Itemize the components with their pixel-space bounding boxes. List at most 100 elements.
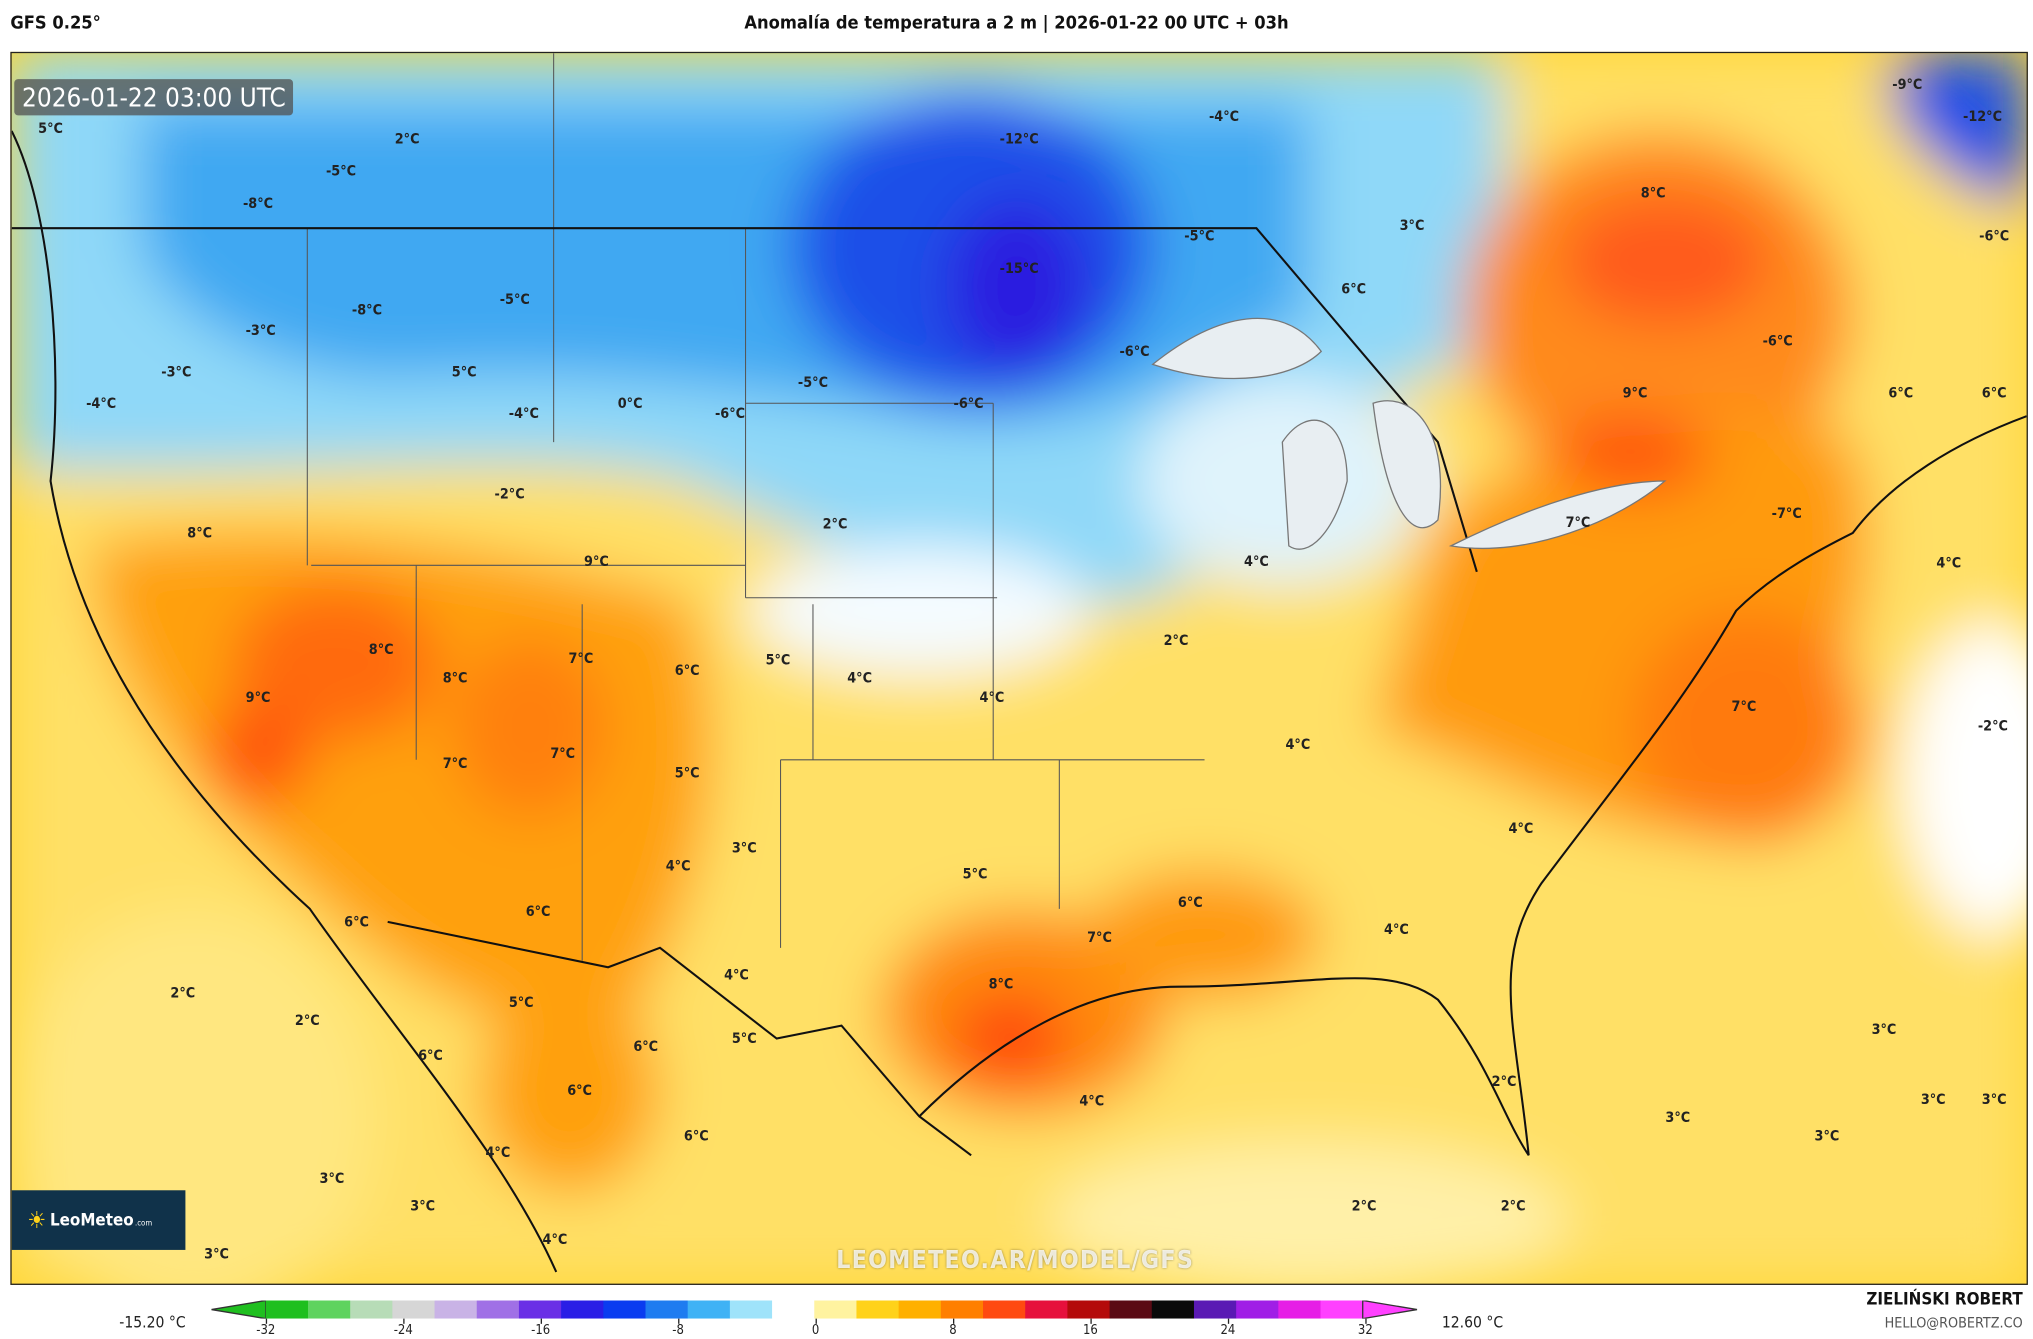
temperature-label: 6°C bbox=[418, 1047, 443, 1064]
temperature-label: 6°C bbox=[1177, 894, 1203, 911]
temperature-label: -12°C bbox=[1962, 108, 2003, 126]
anomaly-field bbox=[11, 53, 2027, 1284]
temperature-label: 9°C bbox=[1622, 384, 1648, 402]
colorbar-tick-label: 0 bbox=[811, 1323, 820, 1339]
temperature-label: 8°C bbox=[442, 669, 468, 687]
colorbar-swatch bbox=[350, 1300, 394, 1319]
temperature-label: 6°C bbox=[525, 903, 551, 920]
colorbar-swatch bbox=[1151, 1300, 1195, 1319]
temperature-label: 6°C bbox=[1981, 384, 2007, 402]
temperature-label: 7°C bbox=[568, 650, 594, 668]
colorbar-swatch bbox=[1025, 1300, 1069, 1319]
temperature-label: 6°C bbox=[683, 1127, 709, 1145]
logo-suffix: .com bbox=[134, 1218, 153, 1228]
temperature-label: 4°C bbox=[665, 857, 691, 875]
temperature-label: 5°C bbox=[508, 993, 534, 1011]
leometeo-logo[interactable]: ☀ LeoMeteo .com bbox=[11, 1190, 186, 1250]
temperature-label: 4°C bbox=[1508, 820, 1534, 837]
temperature-label: 8°C bbox=[1640, 184, 1666, 202]
temperature-label: 6°C bbox=[344, 913, 369, 931]
temperature-label: 8°C bbox=[368, 641, 394, 659]
colorbar-tick-label: 32 bbox=[1357, 1323, 1373, 1339]
temperature-label: 2°C bbox=[394, 130, 420, 148]
temperature-label: 7°C bbox=[442, 755, 468, 773]
model-name: GFS 0.25° bbox=[10, 12, 101, 34]
colorbar-tick-label: 8 bbox=[949, 1323, 957, 1339]
temperature-label: 4°C bbox=[1384, 921, 1409, 939]
colorbar-swatch bbox=[814, 1300, 858, 1319]
colorbar-swatch bbox=[1236, 1300, 1279, 1319]
colorbar-swatch bbox=[983, 1300, 1026, 1319]
temperature-label: 4°C bbox=[485, 1144, 511, 1162]
temperature-label: -4°C bbox=[508, 405, 539, 423]
colorbar-high-extension bbox=[1362, 1300, 1418, 1319]
colorbar-tick-label: 24 bbox=[1220, 1323, 1236, 1339]
temperature-label: 6°C bbox=[567, 1082, 592, 1099]
temperature-label: -6°C bbox=[1119, 342, 1150, 360]
temperature-label: 9°C bbox=[584, 552, 609, 570]
temperature-label: -2°C bbox=[494, 485, 525, 503]
temperature-label: -4°C bbox=[86, 394, 117, 412]
logo-name: LeoMeteo bbox=[49, 1210, 134, 1230]
temperature-label: 8°C bbox=[187, 524, 213, 542]
temperature-anomaly-map: 5°C 2°C -5°C -8°C -12°C -4°C -9°C -12°C 8°C 3°C -5… bbox=[10, 51, 2028, 1285]
colorbar-swatch bbox=[729, 1300, 773, 1319]
colorbar-swatch bbox=[518, 1300, 562, 1319]
temperature-label: -5°C bbox=[325, 162, 357, 180]
colorbar-tick-mark bbox=[815, 1318, 817, 1324]
temperature-label: 7°C bbox=[1087, 929, 1112, 946]
colorbar-tick-mark bbox=[265, 1318, 268, 1324]
temperature-label: 2°C bbox=[1163, 632, 1189, 649]
colorbar-tick-mark bbox=[678, 1318, 680, 1324]
temperature-label: -8°C bbox=[351, 301, 382, 319]
colorbar-swatch bbox=[687, 1300, 731, 1319]
temperature-label: 3°C bbox=[1814, 1127, 1840, 1145]
temperature-label: 5°C bbox=[38, 119, 63, 137]
temperature-label: -6°C bbox=[1979, 227, 2010, 245]
temperature-label: 5°C bbox=[765, 651, 791, 669]
author-email[interactable]: HELLO@ROBERTZ.CO bbox=[1884, 1314, 2023, 1332]
colorbar-swatch bbox=[940, 1300, 984, 1319]
colorbar-tick-mark bbox=[953, 1318, 955, 1324]
colorbar-swatch bbox=[307, 1300, 351, 1319]
author-credit: ZIELIŃSKI ROBERT bbox=[1866, 1290, 2023, 1310]
valid-time-stamp: 2026-01-22 03:00 UTC bbox=[14, 79, 294, 116]
temperature-label: 4°C bbox=[847, 669, 873, 687]
temperature-label: -7°C bbox=[1771, 505, 1802, 522]
temperature-label: -6°C bbox=[1762, 332, 1793, 350]
colorbar-swatch bbox=[1320, 1300, 1364, 1319]
temperature-label: -5°C bbox=[499, 291, 530, 308]
colorbar-swatch bbox=[1193, 1300, 1237, 1319]
colorbar-swatch bbox=[772, 1300, 815, 1319]
colorbar-swatch bbox=[603, 1300, 647, 1319]
colorbar-max-label: 12.60 °C bbox=[1441, 1313, 1504, 1332]
temperature-label: -8°C bbox=[242, 195, 274, 212]
temperature-label: -15°C bbox=[999, 259, 1039, 277]
temperature-label: -2°C bbox=[1977, 717, 2008, 735]
colorbar-swatch bbox=[265, 1300, 309, 1319]
colorbar-tick-mark bbox=[1365, 1318, 1367, 1324]
temperature-label: 2°C bbox=[822, 515, 848, 533]
sun-icon: ☀ bbox=[27, 1206, 47, 1234]
temperature-label: 3°C bbox=[204, 1245, 229, 1263]
colorbar-tick-mark bbox=[540, 1318, 542, 1324]
temperature-label: 6°C bbox=[633, 1037, 659, 1055]
colorbar-tick-label: -8 bbox=[672, 1323, 684, 1339]
temperature-label: -3°C bbox=[245, 322, 276, 340]
temperature-label: -4°C bbox=[1208, 108, 1240, 126]
temperature-label: 5°C bbox=[731, 1030, 757, 1048]
temperature-label: 4°C bbox=[1079, 1092, 1105, 1110]
temperature-label: -5°C bbox=[797, 374, 829, 391]
temperature-label: 9°C bbox=[245, 689, 271, 706]
colorbar-swatch bbox=[1278, 1300, 1322, 1319]
temperature-label: -12°C bbox=[999, 130, 1039, 148]
temperature-label: 4°C bbox=[1244, 552, 1269, 570]
colorbar-tick-label: 16 bbox=[1083, 1323, 1098, 1339]
colorbar-tick-label: -24 bbox=[393, 1323, 413, 1339]
temperature-label: 7°C bbox=[1565, 514, 1591, 531]
colorbar-swatch bbox=[392, 1300, 436, 1319]
temperature-label: 4°C bbox=[542, 1231, 568, 1248]
colorbar-tick-mark bbox=[1090, 1318, 1092, 1324]
temperature-label: 3°C bbox=[1871, 1021, 1897, 1038]
temperature-label: 5°C bbox=[962, 865, 988, 883]
